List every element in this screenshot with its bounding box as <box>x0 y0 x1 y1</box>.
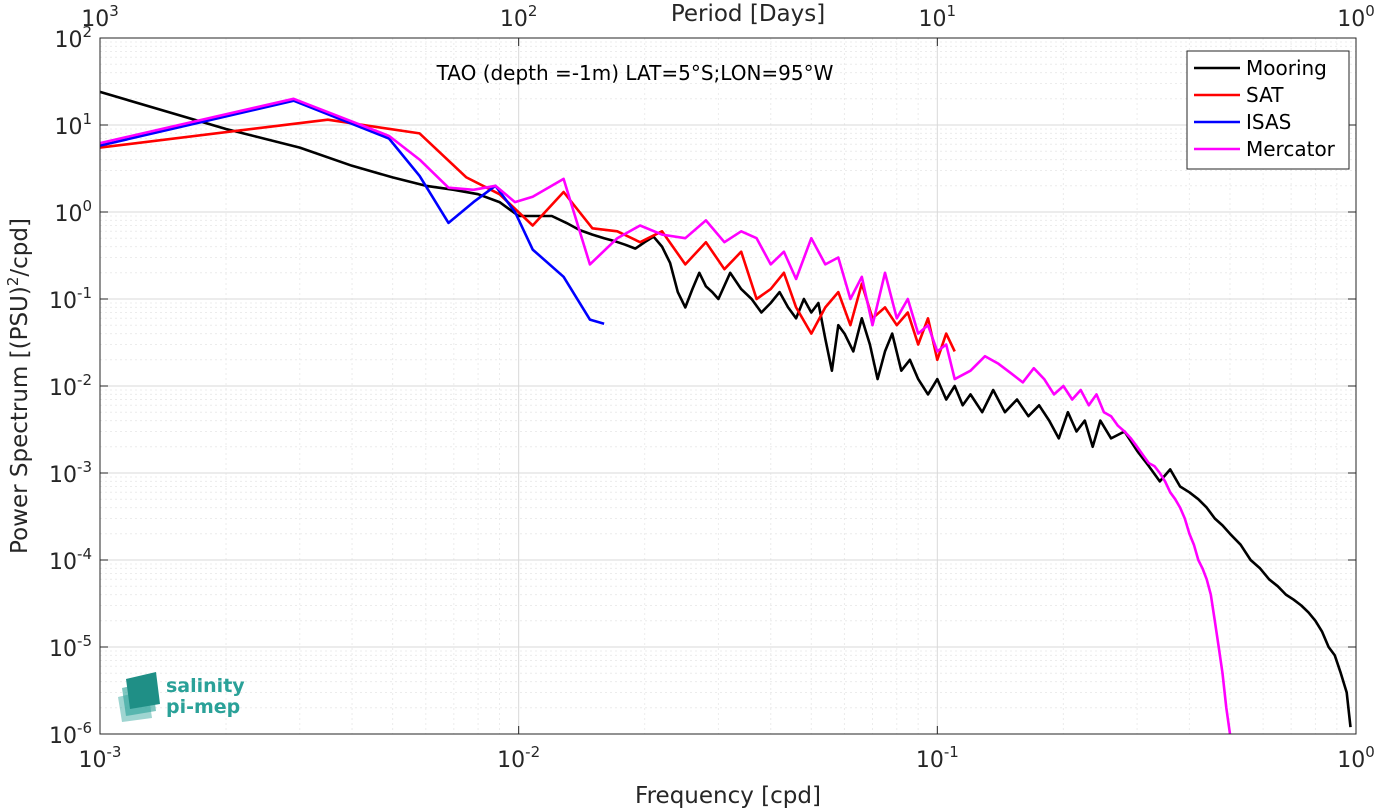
x-tick-label: 10-2 <box>497 743 540 773</box>
legend-label-mercator: Mercator <box>1246 137 1336 161</box>
salinity-logo: salinity pi-mep <box>118 672 245 722</box>
x2-axis-label: Period [Days] <box>671 1 825 27</box>
legend-label-mooring: Mooring <box>1246 56 1327 80</box>
series-line-isas <box>99 99 605 325</box>
series-line-sat <box>99 118 956 362</box>
y-tick-label: 102 <box>54 23 92 53</box>
x-tick-label: 10-3 <box>79 743 122 773</box>
series-lines <box>99 90 1352 735</box>
x2-tick-label: 101 <box>919 2 957 32</box>
y-tick-label: 100 <box>54 197 92 227</box>
y-tick-label: 10-4 <box>49 545 92 575</box>
series-line-mooring <box>99 90 1352 728</box>
legend-label-isas: ISAS <box>1246 110 1291 134</box>
y-tick-label: 10-3 <box>49 458 92 488</box>
y-tick-label: 10-5 <box>49 632 92 662</box>
x2-tick-label: 102 <box>500 2 538 32</box>
y-axis-label: Power Spectrum [(PSU)2/cpd] <box>4 218 33 554</box>
logo-line2: pi-mep <box>166 696 240 718</box>
legend-label-sat: SAT <box>1246 83 1284 107</box>
x2-tick-label: 103 <box>81 2 119 32</box>
x2-tick-label: 100 <box>1337 2 1375 32</box>
y-tick-label: 10-1 <box>49 284 92 314</box>
y-tick-label: 10-2 <box>49 371 92 401</box>
chart-annotation: TAO (depth =-1m) LAT=5°S;LON=95°W <box>436 61 834 85</box>
series-line-mercator <box>99 97 1232 735</box>
logo-line1: salinity <box>166 675 245 697</box>
y-tick-label: 101 <box>54 110 92 140</box>
x-tick-label: 10-1 <box>916 743 959 773</box>
legend: Mooring SAT ISAS Mercator <box>1186 50 1350 170</box>
y-tick-label: 10-6 <box>49 719 92 749</box>
x-axis-label: Frequency [cpd] <box>635 783 821 809</box>
x-tick-label: 100 <box>1337 743 1375 773</box>
